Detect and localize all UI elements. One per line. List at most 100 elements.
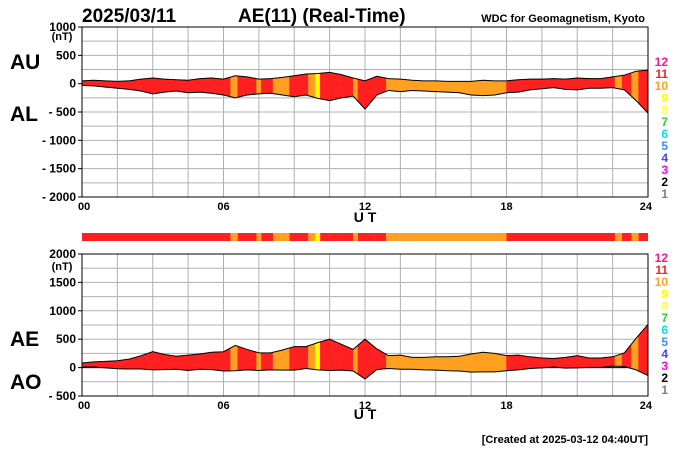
ae-ao-fill-slice (388, 355, 392, 369)
ae-ao-fill-slice (459, 355, 462, 372)
ae-ao-fill-slice (600, 357, 604, 368)
au-al-fill-slice (402, 79, 406, 92)
au-al-fill-slice (397, 78, 401, 92)
au-al-fill-slice (369, 77, 373, 105)
ae-ao-fill-slice (263, 352, 267, 371)
ae-ao-fill-slice (367, 340, 370, 378)
au-al-fill-slice (218, 78, 222, 95)
ae-ao-fill-slice (261, 352, 264, 371)
ae-ao-fill-slice (159, 353, 163, 370)
au-al-fill-slice (489, 80, 493, 96)
au-al-fill-slice (166, 79, 170, 93)
ae-ao-fill-slice (374, 346, 377, 372)
au-al-fill-slice (206, 77, 210, 94)
au-al-fill-slice (105, 80, 109, 88)
au-al-legend-item: 10 (655, 79, 669, 93)
au-al-fill-slice (390, 78, 394, 92)
au-al-legend-item: 5 (661, 139, 668, 153)
au-al-legend-item: 11 (655, 67, 668, 81)
au-al-y-tick-label: - 1000 (42, 133, 76, 147)
au-al-fill-slice (334, 72, 337, 100)
au-al-fill-slice (331, 72, 335, 101)
ae-ao-fill-slice (253, 351, 257, 371)
ae-ao-fill-slice (395, 355, 399, 370)
au-label: AU (10, 51, 40, 74)
ae-ao-x-tick-label: 00 (78, 400, 90, 412)
au-al-fill-slice (100, 80, 104, 88)
ae-ao-fill-slice (560, 357, 564, 369)
ae-ao-fill-slice (152, 351, 156, 371)
au-al-fill-slice (95, 80, 99, 87)
ae-ao-fill-slice (197, 353, 201, 370)
au-al-fill-slice (298, 74, 302, 97)
ae-ao-fill-slice (246, 349, 250, 371)
ae-ao-fill-slice (161, 353, 165, 370)
au-al-fill-slice (157, 78, 161, 94)
ae-ao-fill-slice (400, 354, 403, 370)
ae-ao-fill-slice (539, 357, 543, 369)
ae-ao-y-tick-label: 1000 (49, 304, 76, 318)
ae-ao-fill-slice (225, 348, 229, 372)
ae-ao-ao-line (82, 365, 649, 380)
au-al-fill-slice (628, 72, 632, 97)
ae-ao-fill-slice (353, 346, 356, 373)
au-al-fill-slice (308, 73, 311, 97)
au-al-fill-slice (136, 79, 139, 91)
au-al-fill-slice (93, 80, 97, 87)
activity-bar-segment (622, 233, 632, 241)
au-al-fill-slice (560, 78, 564, 90)
au-al-fill-slice (169, 79, 172, 92)
ae-ao-fill-slice (164, 354, 168, 370)
ae-ao-fill-slice (223, 350, 227, 372)
au-al-fill-slice (593, 78, 597, 89)
ae-ao-fill-slice (619, 353, 623, 367)
au-al-fill-slice (612, 76, 616, 89)
au-al-fill-slice (610, 76, 613, 88)
au-al-fill-slice (395, 78, 399, 92)
ae-ao-fill-slice (157, 352, 161, 370)
au-al-fill-slice (574, 77, 578, 91)
ae-ao-fill-slice (348, 347, 352, 372)
ae-ao-fill-slice (220, 351, 224, 372)
ae-ao-fill-slice (529, 356, 533, 369)
au-al-fill-slice (640, 70, 644, 109)
au-al-fill-slice (520, 79, 524, 92)
ae-ao-fill-slice (173, 355, 177, 370)
au-al-fill-slice (261, 78, 264, 94)
au-al-fill-slice (376, 76, 380, 96)
ae-ao-fill-slice (433, 356, 436, 371)
ae-ao-fill-slice (496, 353, 500, 372)
ae-ao-fill-slice (522, 355, 526, 370)
ae-ao-fill-slice (610, 356, 613, 367)
ae-ao-fill-slice (131, 357, 135, 370)
au-al-fill-slice (183, 79, 186, 93)
activity-bar-segment (374, 233, 387, 241)
au-al-fill-slice (586, 78, 590, 89)
au-al-grid (81, 26, 649, 198)
ae-ao-fill-slice (310, 343, 314, 370)
activity-bar-segment (237, 233, 257, 241)
au-al-legend-item: 9 (661, 91, 668, 105)
ae-ao-fill-slice (308, 344, 311, 370)
au-al-fill-slice (228, 76, 231, 97)
ae-ao-fill-slice (228, 347, 231, 372)
ae-ao-fill-slice (437, 356, 441, 371)
au-al-fill-slice (244, 76, 248, 96)
ae-ao-fill-slice (466, 354, 469, 373)
au-al-fill-slice (456, 81, 460, 93)
ae-ao-fill-slice (192, 354, 196, 371)
au-al-unit: (nT) (52, 31, 73, 43)
ae-ao-fill-slice (289, 347, 293, 371)
au-al-fill-slice (548, 78, 552, 89)
ae-ao-fill-slice (258, 352, 262, 371)
ae-ao-fill-slice (338, 342, 342, 371)
ae-ao-fill-slice (574, 355, 578, 369)
ae-ao-fill-slice (270, 352, 274, 371)
ae-ao-fill-slice (305, 345, 309, 369)
ae-ao-fill-slice (579, 355, 583, 368)
au-al-fill-slice (367, 78, 370, 107)
au-al-fill-slice (249, 77, 253, 95)
ae-ao-fill-slice (607, 356, 611, 367)
ae-ao-fill-slice (209, 352, 212, 370)
